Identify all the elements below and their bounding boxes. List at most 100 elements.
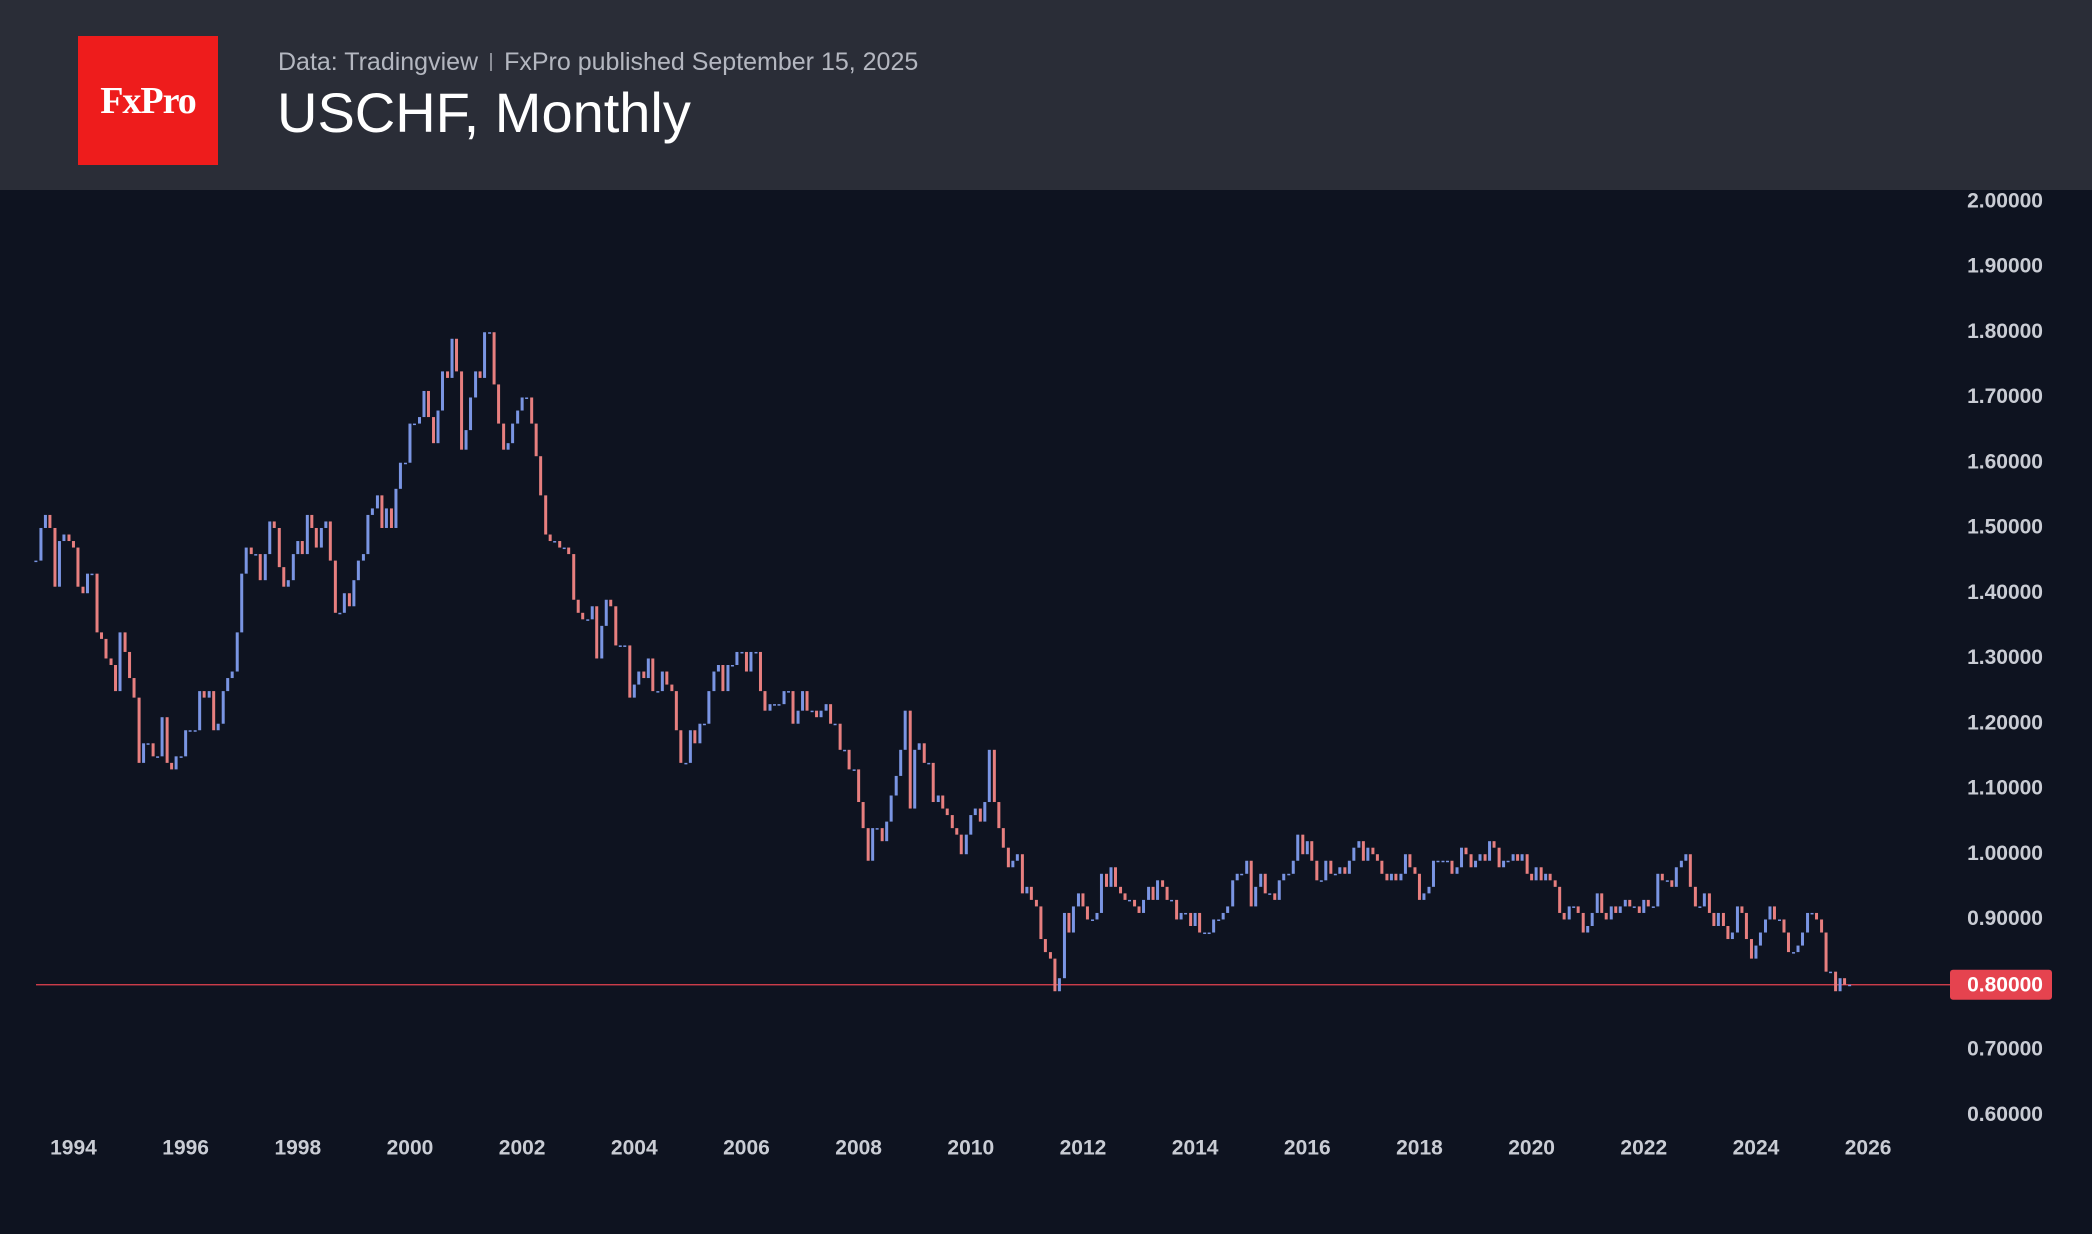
- candle: [539, 456, 543, 496]
- candle: [833, 723, 837, 726]
- candle: [959, 834, 963, 855]
- candle: [272, 521, 276, 528]
- candle: [885, 821, 889, 842]
- x-tick-label: 2024: [1733, 1137, 1780, 1160]
- candle: [866, 828, 870, 861]
- candle: [277, 527, 281, 568]
- candle: [1590, 912, 1594, 926]
- candle: [1193, 912, 1197, 926]
- x-tick-label: 1994: [50, 1137, 97, 1160]
- candle: [913, 749, 917, 809]
- candle: [534, 423, 538, 457]
- candle: [324, 521, 328, 528]
- candle: [1291, 860, 1295, 874]
- y-tick-label: 1.20000: [1967, 711, 2043, 734]
- candle: [1184, 912, 1188, 915]
- candle: [1179, 912, 1183, 920]
- candle: [1057, 978, 1061, 992]
- candle: [1772, 906, 1776, 920]
- candle: [1829, 971, 1833, 974]
- candle: [1702, 893, 1706, 907]
- candle: [1834, 971, 1838, 992]
- candle: [1403, 854, 1407, 874]
- candle: [1716, 912, 1720, 926]
- candle: [1105, 873, 1109, 887]
- candle: [1123, 893, 1127, 900]
- candle: [352, 580, 356, 607]
- candle: [1502, 860, 1506, 868]
- candle: [1740, 906, 1744, 913]
- candle: [184, 730, 188, 757]
- candle: [646, 658, 650, 679]
- candle: [931, 762, 935, 803]
- candle: [417, 417, 421, 424]
- candle: [71, 541, 75, 548]
- candle: [1212, 919, 1216, 933]
- candle: [945, 808, 949, 816]
- candle: [1319, 880, 1323, 882]
- y-tick-label: 1.80000: [1967, 320, 2043, 343]
- candle: [296, 541, 300, 555]
- candle: [707, 691, 711, 724]
- candle: [1282, 873, 1286, 881]
- candle: [1749, 939, 1753, 959]
- candle: [85, 573, 89, 594]
- candle: [716, 665, 720, 672]
- header: FxPro Data: Tradingview FxPro published S…: [0, 0, 2092, 190]
- candle: [768, 704, 772, 711]
- candle: [1389, 873, 1393, 881]
- candle: [282, 567, 286, 587]
- candle: [1310, 841, 1314, 861]
- candle: [1735, 906, 1739, 933]
- x-tick-label: 2020: [1508, 1137, 1555, 1160]
- candle: [1011, 860, 1015, 868]
- candle: [553, 541, 557, 543]
- y-tick-label: 2.00000: [1967, 189, 2043, 212]
- candle: [1137, 906, 1141, 913]
- candle: [1099, 873, 1103, 913]
- x-tick-label: 2026: [1845, 1137, 1892, 1160]
- candle: [628, 645, 632, 698]
- candle: [263, 554, 267, 581]
- candle: [1567, 906, 1571, 920]
- candle: [380, 495, 384, 528]
- candle: [1628, 899, 1632, 907]
- candle: [1048, 952, 1052, 959]
- y-tick-label: 1.70000: [1967, 385, 2043, 408]
- candle: [1792, 952, 1796, 954]
- candle: [408, 423, 412, 463]
- candle: [188, 730, 192, 732]
- candle: [95, 573, 99, 633]
- candle: [1726, 925, 1730, 940]
- candle: [838, 723, 842, 750]
- candle: [520, 397, 524, 411]
- candle: [665, 671, 669, 685]
- candle: [642, 671, 646, 679]
- candle: [903, 710, 907, 750]
- candle: [1296, 834, 1300, 861]
- candle: [810, 710, 814, 713]
- candle: [1796, 945, 1800, 953]
- candle: [801, 691, 805, 711]
- y-tick-label: 0.70000: [1967, 1038, 2043, 1061]
- candle: [843, 749, 847, 752]
- candle: [1712, 912, 1716, 926]
- candle: [702, 723, 706, 726]
- candle: [310, 514, 314, 528]
- candle: [1562, 912, 1566, 920]
- candle: [1043, 939, 1047, 953]
- candle: [1254, 886, 1258, 907]
- candle: [455, 338, 459, 372]
- candle: [1067, 912, 1071, 933]
- candle: [1090, 919, 1094, 921]
- candle: [651, 658, 655, 692]
- candle: [268, 521, 272, 555]
- candle: [1786, 932, 1790, 953]
- candle: [1366, 847, 1370, 861]
- candle: [1431, 860, 1435, 887]
- candle: [679, 730, 683, 763]
- candle: [333, 560, 337, 613]
- candle: [1217, 919, 1221, 921]
- candle: [656, 691, 660, 693]
- x-tick-label: 2004: [611, 1137, 658, 1160]
